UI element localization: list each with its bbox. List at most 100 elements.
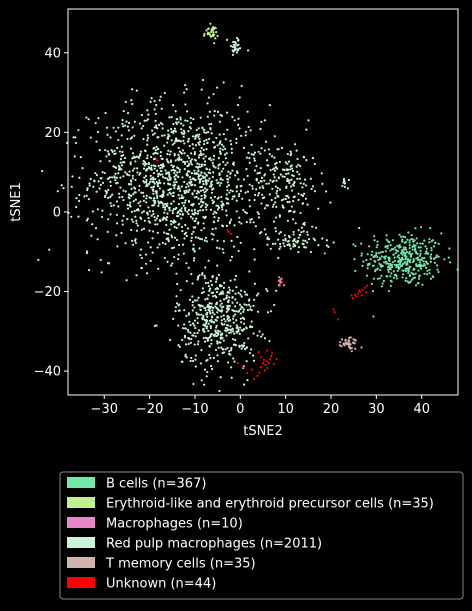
data-point [191,212,194,215]
data-point [266,236,269,239]
data-point [78,193,81,197]
data-point [366,267,369,270]
data-point [209,325,212,328]
data-point [193,299,197,302]
data-point [237,123,240,126]
data-point [197,329,201,332]
data-point [266,204,270,207]
data-point [396,263,400,267]
data-point [182,196,185,199]
data-point [235,137,238,140]
data-point [392,270,395,273]
data-point [192,226,195,229]
data-point [214,37,217,40]
data-point [105,190,108,194]
data-point [198,165,201,169]
data-point [165,204,168,207]
data-point [257,212,260,216]
data-point [197,141,200,144]
data-point [225,111,229,114]
data-point [171,209,174,212]
data-point [166,137,170,140]
data-point [283,244,286,248]
data-point [220,195,223,199]
data-point [217,273,221,277]
data-point [164,176,167,180]
data-point [208,302,211,305]
data-point [194,144,198,147]
data-point [142,159,145,163]
data-point [184,84,187,87]
data-point [152,230,155,233]
data-point [215,204,218,207]
data-point [132,220,135,223]
data-point [270,354,273,358]
data-point [430,249,433,252]
data-point [205,181,208,184]
data-point [210,191,214,194]
data-point [197,340,200,343]
data-point [113,149,116,152]
data-point [253,159,256,162]
data-point [244,134,247,137]
data-point [287,172,290,175]
data-point [208,168,211,171]
data-point [158,202,161,205]
data-point [87,198,90,201]
data-point [194,326,197,330]
data-point [206,130,210,134]
data-point [159,181,162,185]
data-point [251,184,254,188]
data-point [332,308,335,311]
data-point [285,172,288,176]
data-point [376,243,379,247]
data-point [203,340,207,343]
data-point [247,151,250,154]
data-point [261,193,264,196]
data-point [264,364,267,367]
data-point [234,292,237,295]
data-point [197,173,200,176]
data-point [273,176,276,179]
data-point [149,100,152,103]
data-point [189,182,192,185]
data-point [201,200,204,204]
legend-label: T memory cells (n=35) [105,557,256,572]
data-point [203,196,206,200]
data-point [172,317,175,320]
data-point [240,295,243,298]
data-point [99,160,102,163]
data-point [218,133,221,136]
data-point [408,239,411,242]
data-point [174,138,178,142]
data-point [313,162,316,165]
data-point [187,139,190,143]
data-point [379,251,383,254]
data-point [369,258,372,261]
data-point [195,172,198,175]
data-point [184,103,187,106]
data-point [138,122,142,125]
data-point [201,209,205,212]
data-point [156,231,159,234]
data-point [177,185,180,188]
data-point [204,266,207,269]
data-point [186,210,189,213]
data-point [414,272,417,275]
data-point [274,165,278,169]
data-point [200,379,203,382]
data-point [145,184,148,188]
data-point [150,155,153,159]
data-point [176,118,179,121]
data-point [168,153,171,156]
data-point [151,251,154,254]
data-point [154,177,157,181]
data-point [234,313,237,316]
data-point [306,233,309,236]
data-point [242,322,246,325]
data-point [135,229,139,232]
data-point [99,258,102,261]
data-point [146,136,150,140]
data-point [188,320,191,323]
x-tick-label: 30 [368,402,385,417]
